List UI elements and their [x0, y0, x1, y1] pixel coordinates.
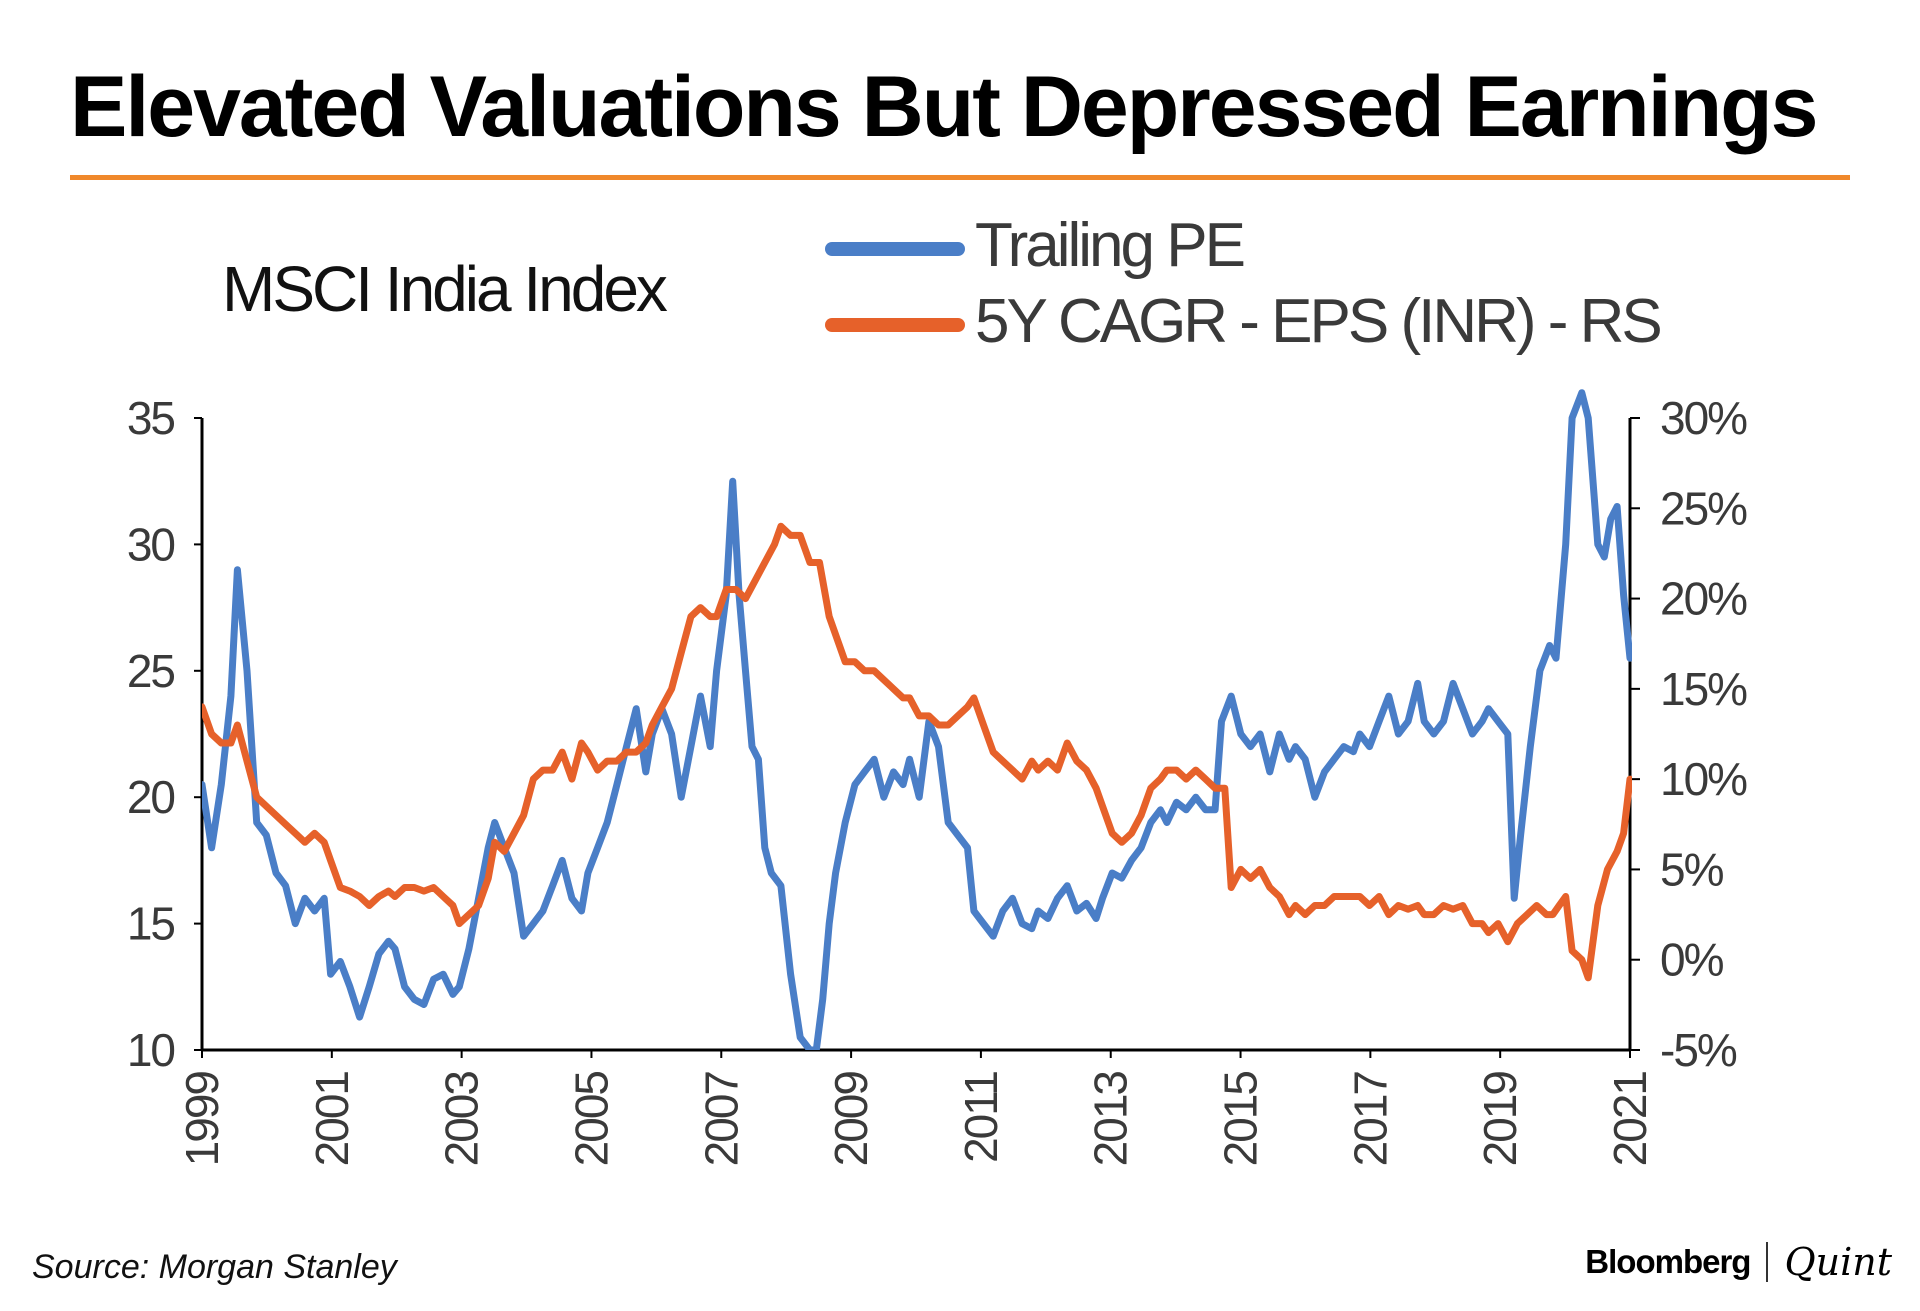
y-right-tick-label: 5% — [1660, 843, 1724, 895]
y-right-tick-label: -5% — [1660, 1024, 1737, 1076]
legend-swatch-eps-cagr — [825, 318, 965, 332]
x-tick-label: 2021 — [1604, 1072, 1656, 1167]
source-note: Source: Morgan Stanley — [32, 1248, 397, 1286]
x-tick-label: 2015 — [1215, 1072, 1267, 1167]
y-right-tick-label: 15% — [1660, 663, 1747, 715]
chart-title: MSCI India Index — [222, 253, 668, 325]
x-tick-label: 1999 — [176, 1072, 228, 1167]
y-right-tick-label: 25% — [1660, 482, 1747, 534]
y-left-tick-label: 35 — [127, 392, 175, 444]
legend-label-eps-cagr: 5Y CAGR - EPS (INR) - RS — [975, 287, 1663, 356]
page-title: Elevated Valuations But Depressed Earnin… — [70, 59, 1818, 155]
y-right-tick-label: 10% — [1660, 753, 1747, 805]
legend-label-trailing-pe: Trailing PE — [975, 211, 1246, 280]
x-tick-label: 2005 — [565, 1072, 617, 1167]
brand-separator — [1766, 1242, 1769, 1282]
chart-series — [202, 389, 1632, 1050]
brand-logo: Bloomberg Quint — [1585, 1240, 1892, 1290]
x-tick-label: 2001 — [306, 1072, 358, 1167]
series-line-trailing-pe — [202, 389, 1632, 1050]
x-tick-label: 2013 — [1085, 1072, 1137, 1167]
y-left-tick-label: 30 — [127, 518, 175, 570]
y-left-tick-label: 10 — [127, 1024, 175, 1076]
x-tick-label: 2007 — [695, 1072, 747, 1167]
x-tick-label: 2017 — [1344, 1072, 1396, 1167]
x-tick-label: 2009 — [825, 1072, 877, 1167]
title-divider — [70, 175, 1850, 180]
y-right-tick-label: 0% — [1660, 934, 1724, 986]
series-line-eps-cagr — [202, 522, 1632, 982]
brand-quint: Quint — [1784, 1240, 1892, 1284]
brand-bloomberg: Bloomberg — [1585, 1243, 1751, 1280]
chart-axes — [194, 417, 1640, 1058]
x-tick-label: 2011 — [955, 1072, 1007, 1163]
y-right-tick-label: 30% — [1660, 392, 1747, 444]
x-tick-label: 2019 — [1474, 1072, 1526, 1167]
y-left-tick-label: 20 — [127, 771, 175, 823]
legend-swatch-trailing-pe — [825, 242, 965, 256]
y-right-tick-label: 20% — [1660, 573, 1747, 625]
y-left-tick-label: 15 — [127, 898, 175, 950]
x-tick-label: 2003 — [436, 1072, 488, 1167]
y-left-tick-label: 25 — [127, 645, 175, 697]
